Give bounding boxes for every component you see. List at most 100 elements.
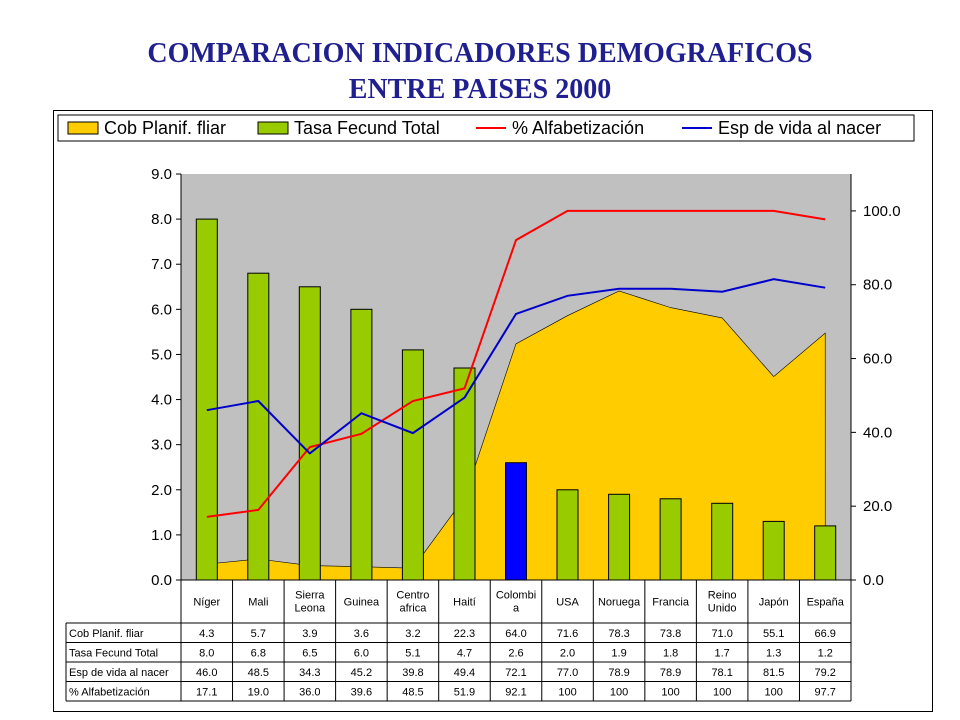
table-cell-value: 78.9 <box>660 667 681 679</box>
category-label: Guinea <box>344 597 380 609</box>
category-label: a <box>513 603 520 615</box>
table-cell-value: 3.2 <box>405 628 420 640</box>
category-label: Níger <box>193 597 220 609</box>
table-cell-value: 77.0 <box>557 667 578 679</box>
table-cell-value: 51.9 <box>454 687 475 699</box>
bar-tasa-fecund <box>195 218 218 581</box>
table-cell-value: 72.1 <box>505 667 526 679</box>
y-right-tick-label: 60.0 <box>863 351 892 368</box>
table-cell-value: 34.3 <box>299 667 320 679</box>
chart-title-line-2: ENTRE PAISES 2000 <box>348 74 612 105</box>
bar-tasa-fecund <box>401 349 424 581</box>
table-cell-value: 1.2 <box>818 648 833 660</box>
combo-chart: 0.0 1.0 2.0 3.0 4.0 5.0 6.0 7.0 8.0 9.0 0.0 20.0 40.… <box>57 114 915 702</box>
chart-title-line-1: COMPARACION INDICADORES DEMOGRAFICOS <box>147 38 813 69</box>
table-cell-value: 1.3 <box>766 648 781 660</box>
bar-tasa-fecund <box>247 272 270 581</box>
y-left-tick-label: 6.0 <box>151 301 172 318</box>
y-left-tick-label: 8.0 <box>151 211 172 228</box>
table-cell-value: 4.3 <box>199 628 214 640</box>
legend-swatch-area <box>67 121 99 135</box>
table-cell-value: 100 <box>610 687 628 699</box>
table-row-label: % Alfabetización <box>69 687 150 699</box>
bar-tasa-fecund <box>298 286 321 581</box>
table-cell-value: 2.0 <box>560 648 575 660</box>
bar-tasa-fecund <box>762 520 785 581</box>
table-row-label: Tasa Fecund Total <box>69 648 158 660</box>
category-label: USA <box>556 597 579 609</box>
table-cell-value: 73.8 <box>660 628 681 640</box>
table-cell-value: 6.0 <box>354 648 369 660</box>
y-left-tick-label: 9.0 <box>151 166 172 183</box>
table-cell-value: 49.4 <box>454 667 475 679</box>
category-label: Mali <box>248 597 268 609</box>
table-cell-value: 5.1 <box>405 648 420 660</box>
category-label: Noruega <box>598 597 641 609</box>
bar-tasa-fecund <box>453 367 476 581</box>
table-cell-value: 100 <box>765 687 783 699</box>
table-cell-value: 92.1 <box>505 687 526 699</box>
y-left-tick-label: 1.0 <box>151 527 172 544</box>
bar-tasa-fecund <box>505 462 527 581</box>
y-right-tick-label: 20.0 <box>863 498 892 515</box>
series-line-esp-vida <box>206 278 826 455</box>
y-right-tick-label: 100.0 <box>863 203 901 220</box>
bar-tasa-fecund <box>556 489 579 581</box>
table-cell-value: 8.0 <box>199 648 214 660</box>
table-cell-value: 100 <box>661 687 679 699</box>
table-cell-value: 4.7 <box>457 648 472 660</box>
y-left-tick-label: 0.0 <box>151 572 172 589</box>
table-cell-value: 46.0 <box>196 667 217 679</box>
table-cell-value: 66.9 <box>815 628 836 640</box>
table-cell-value: 100 <box>558 687 576 699</box>
table-cell-value: 71.6 <box>557 628 578 640</box>
y-left-tick-label: 4.0 <box>151 392 172 409</box>
table-cell-value: 39.8 <box>402 667 423 679</box>
table-cell-value: 79.2 <box>815 667 836 679</box>
table-cell-value: 48.5 <box>248 667 269 679</box>
legend-label: Cob Planif. fliar <box>104 118 226 138</box>
category-label: Centro <box>396 590 429 602</box>
table-row-label: Esp de vida al nacer <box>69 667 169 679</box>
table-cell-value: 17.1 <box>196 687 217 699</box>
category-label: africa <box>399 603 427 615</box>
bar-tasa-fecund <box>350 308 373 581</box>
table-cell-value: 39.6 <box>351 687 372 699</box>
legend-label: % Alfabetización <box>512 118 644 138</box>
chart-frame: 0.0 1.0 2.0 3.0 4.0 5.0 6.0 7.0 8.0 9.0 0.0 20.0 40.… <box>53 110 933 712</box>
table-cell-value: 71.0 <box>711 628 732 640</box>
y-left-tick-label: 3.0 <box>151 437 172 454</box>
table-cell-value: 1.9 <box>611 648 626 660</box>
table-cell-value: 78.3 <box>608 628 629 640</box>
category-label: Sierra <box>295 590 325 602</box>
category-label: España <box>807 597 845 609</box>
table-cell-value: 78.1 <box>711 667 732 679</box>
bar-tasa-fecund <box>659 498 682 581</box>
table-cell-value: 100 <box>713 687 731 699</box>
bar-tasa-fecund <box>814 525 837 581</box>
category-label: Leona <box>295 603 326 615</box>
table-cell-value: 22.3 <box>454 628 475 640</box>
category-label: Reino <box>708 590 737 602</box>
category-label: Unido <box>708 603 737 615</box>
y-right-tick-label: 40.0 <box>863 424 892 441</box>
table-cell-value: 3.9 <box>302 628 317 640</box>
category-label: Colombi <box>496 590 536 602</box>
y-left-tick-label: 2.0 <box>151 482 172 499</box>
table-cell-value: 97.7 <box>815 687 836 699</box>
table-cell-value: 81.5 <box>763 667 784 679</box>
y-right-tick-label: 0.0 <box>863 572 884 589</box>
table-cell-value: 55.1 <box>763 628 784 640</box>
table-cell-value: 5.7 <box>251 628 266 640</box>
y-right-tick-label: 80.0 <box>863 277 892 294</box>
bar-tasa-fecund <box>711 502 734 581</box>
table-cell-value: 1.7 <box>715 648 730 660</box>
legend-label: Esp de vida al nacer <box>718 118 881 138</box>
series-line-alfabetizacion <box>206 209 826 518</box>
category-label: Haití <box>453 597 476 609</box>
category-label: Francia <box>652 597 690 609</box>
table-cell-value: 78.9 <box>608 667 629 679</box>
y-left-tick-label: 7.0 <box>151 256 172 273</box>
table-cell-value: 1.8 <box>663 648 678 660</box>
table-cell-value: 48.5 <box>402 687 423 699</box>
